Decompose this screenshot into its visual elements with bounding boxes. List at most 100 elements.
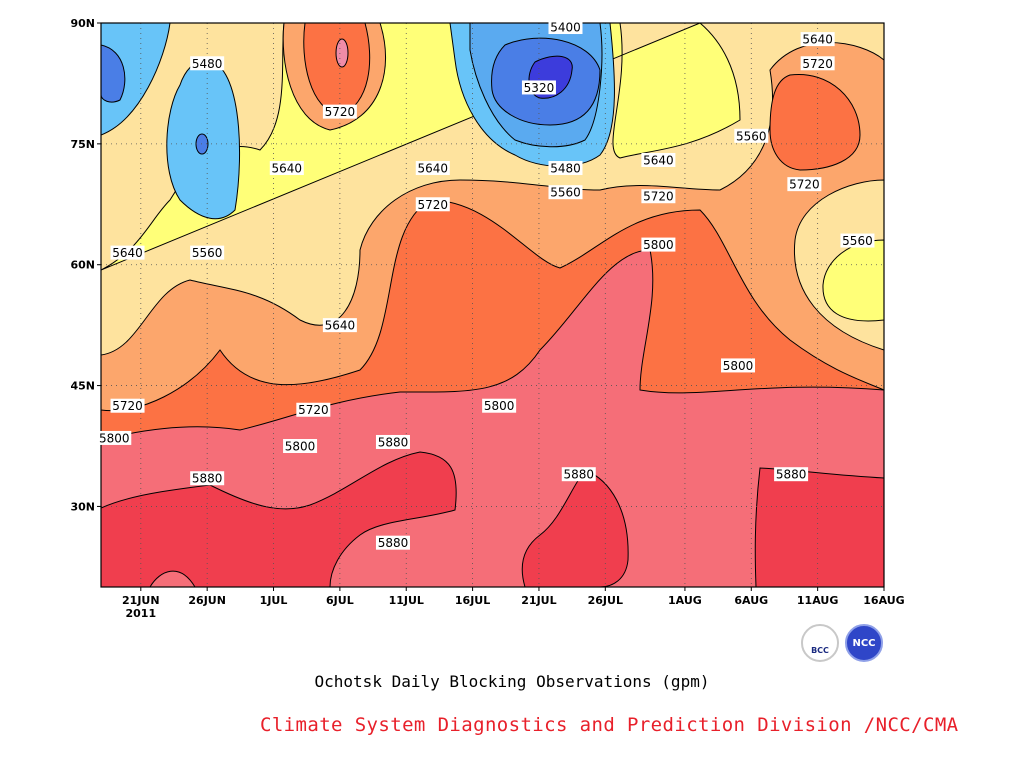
contour-label-bg [283, 439, 318, 453]
contour-label: 5640 [269, 161, 304, 176]
contour-label: 5880 [561, 467, 596, 482]
contour-label: 5320 [521, 80, 556, 95]
contour-label-text: 5640 [802, 33, 833, 47]
chart-caption: Ochotsk Daily Blocking Observations (gpm… [314, 672, 710, 691]
contour-fills [101, 23, 884, 587]
contour-label-bg [415, 161, 450, 176]
contour-label-text: 5320 [524, 81, 555, 95]
x-tick-label: 26JUN [188, 594, 226, 607]
contour-label-layer: 5400 5480 5320 5720 5640 5720 5560 5640 5640 5480… [97, 20, 875, 550]
contour-label-bg [840, 233, 875, 248]
contour-chart: 21JUN 26JUN 1JUL 6JUL 11JUL 16JUL 21JUL 26JUL 1A… [70, 17, 904, 620]
contour-label-bg [787, 177, 822, 192]
contour-label-text: 5480 [192, 57, 223, 71]
contour-label: 5720 [787, 177, 822, 192]
contour-label-bg [774, 467, 809, 482]
contour-label: 5560 [734, 128, 769, 143]
contour-label: 5640 [322, 318, 357, 333]
contour-label-bg [97, 430, 132, 445]
x-year-label: 2011 [126, 607, 157, 620]
contour-label-text: 5640 [112, 246, 143, 260]
contour-label-bg [734, 128, 769, 143]
contour-label-text: 5640 [272, 162, 303, 176]
ncc-logo-text: NCC [852, 638, 876, 649]
contour-label-text: 5560 [736, 129, 767, 143]
x-tick-label: 16AUG [863, 594, 904, 607]
contour-label: 5880 [774, 467, 809, 482]
x-tick-label: 11AUG [797, 594, 838, 607]
contour-label-bg [190, 245, 225, 260]
x-tick-label: 1JUL [260, 594, 288, 607]
contour-label-text: 5880 [776, 468, 807, 482]
contour-label: 5720 [110, 398, 145, 413]
contour-label-bg [482, 398, 517, 413]
x-tick-label: 26JUL [588, 594, 623, 607]
x-tick-label: 11JUL [389, 594, 424, 607]
credit-line: Climate System Diagnostics and Predictio… [260, 714, 959, 736]
contour-label: 5720 [322, 104, 357, 119]
contour-label-bg [375, 434, 410, 449]
contour-label-bg [561, 467, 596, 482]
contour-label-bg [296, 402, 331, 417]
contour-label-text: 5800 [285, 440, 316, 454]
contour-label-text: 5880 [378, 536, 409, 550]
contour-label-text: 5800 [484, 399, 515, 413]
x-tick-label: 6AUG [734, 594, 768, 607]
grid-lines [101, 23, 884, 587]
contour-label-text: 5800 [643, 238, 674, 252]
contour-label: 5800 [97, 430, 132, 445]
x-tick-label: 6JUL [326, 594, 354, 607]
contour-label-bg [190, 56, 225, 71]
contour-label-bg [521, 80, 556, 95]
contour-label: 5640 [641, 152, 676, 167]
peak-top [335, 38, 349, 68]
contour-label-text: 5720 [298, 403, 329, 417]
contour-label-bg [800, 32, 835, 47]
contour-label-bg [800, 56, 835, 71]
band-5480-left [101, 23, 171, 136]
y-tick-label: 75N [70, 138, 95, 151]
contour-label: 5800 [283, 439, 318, 454]
contour-label-text: 5720 [643, 190, 674, 204]
contour-label: 5640 [800, 32, 835, 47]
y-tick-label: 60N [70, 259, 95, 272]
contour-label: 5720 [415, 197, 450, 212]
contour-label-bg [375, 535, 410, 550]
contour-label-bg [548, 161, 583, 176]
contour-label-text: 5560 [842, 234, 873, 248]
contour-label: 5480 [190, 56, 225, 71]
contour-label: 5880 [190, 471, 225, 486]
contour-label-bg [415, 197, 450, 212]
contour-label-text: 5640 [643, 153, 674, 167]
x-tick-label: 21JUN [122, 594, 160, 607]
contour-label-text: 5640 [418, 162, 449, 176]
bcc-logo-text: BCC [811, 646, 829, 655]
contour-label-bg [322, 104, 357, 119]
band-5800-right [769, 73, 861, 171]
contour-label-bg [548, 20, 583, 35]
contour-label-bg [110, 398, 145, 413]
contour-label: 5480 [548, 161, 583, 176]
y-tick-label: 45N [70, 380, 95, 393]
band-5400-left [101, 44, 126, 103]
y-tick-label: 30N [70, 500, 95, 513]
contour-label-text: 5560 [550, 186, 581, 200]
contour-label-text: 5720 [325, 105, 356, 119]
contour-label-text: 5480 [550, 162, 581, 176]
contour-label-text: 5880 [192, 472, 223, 486]
contour-label-bg [322, 318, 357, 333]
x-tick-label: 21JUL [521, 594, 556, 607]
contour-label: 5800 [721, 358, 756, 373]
contour-label-text: 5720 [112, 399, 143, 413]
x-tick-label: 1AUG [668, 594, 702, 607]
band-5960-right [754, 467, 884, 587]
y-tick-label: 90N [70, 17, 95, 30]
contour-label-text: 5560 [192, 246, 223, 260]
contour-label-bg [641, 189, 676, 204]
contour-label-text: 5640 [325, 319, 356, 333]
contour-label-bg [269, 161, 304, 176]
contour-label-bg [548, 185, 583, 200]
contour-label: 5720 [800, 56, 835, 71]
axis-ticks: 21JUN 26JUN 1JUL 6JUL 11JUL 16JUL 21JUL 26JUL 1A… [70, 17, 904, 620]
ncc-logo-icon: NCC [845, 624, 883, 662]
